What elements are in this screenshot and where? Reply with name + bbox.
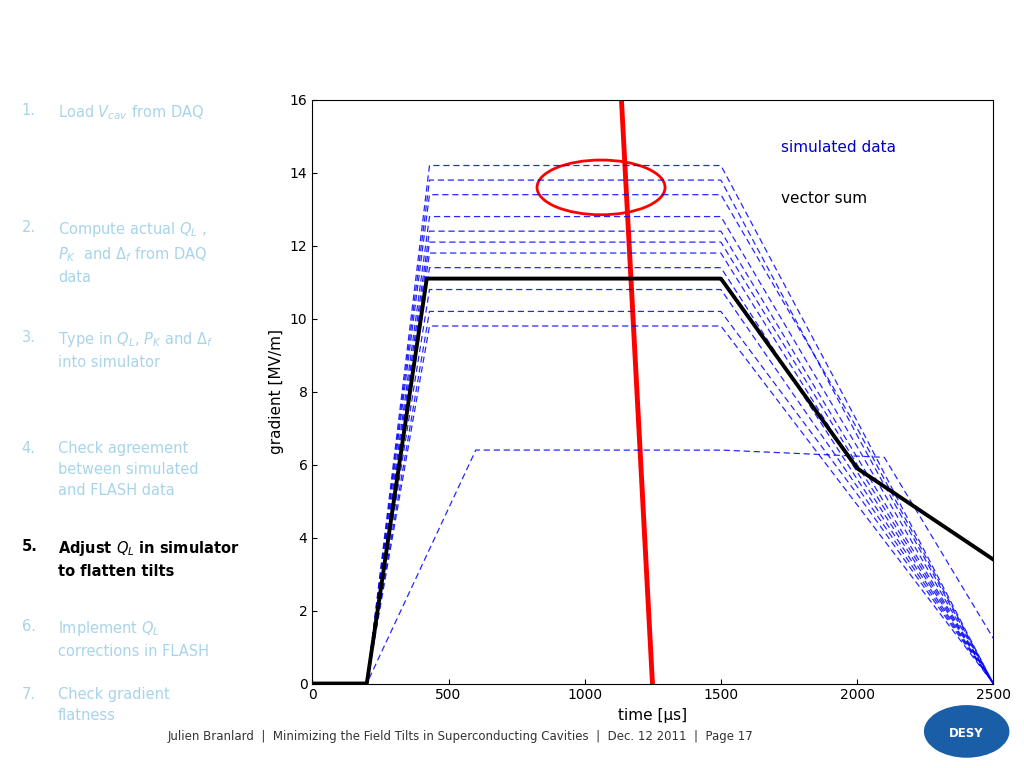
Circle shape [923, 703, 1011, 759]
Text: 2.: 2. [22, 220, 36, 235]
Text: 7.: 7. [22, 687, 36, 702]
Text: Implement $Q_L$
corrections in FLASH: Implement $Q_L$ corrections in FLASH [58, 619, 209, 659]
Text: 4.: 4. [22, 441, 36, 456]
Text: 5.: 5. [22, 539, 38, 554]
Text: vector sum: vector sum [781, 190, 867, 206]
Text: Load $V_{cav}$ from DAQ: Load $V_{cav}$ from DAQ [58, 103, 204, 121]
Text: 6.: 6. [22, 619, 36, 634]
Text: II. Calibration procedure: II. Calibration procedure [18, 30, 438, 59]
Text: Check gradient
flatness: Check gradient flatness [58, 687, 170, 723]
X-axis label: time [µs]: time [µs] [618, 708, 687, 723]
Text: Julien Branlard  |  Minimizing the Field Tilts in Superconducting Cavities  |  D: Julien Branlard | Minimizing the Field T… [168, 730, 754, 743]
Text: Check agreement
between simulated
and FLASH data: Check agreement between simulated and FL… [58, 441, 199, 498]
Text: DESY: DESY [949, 727, 984, 740]
Text: Compute actual $Q_L$ ,
$P_K$  and $\Delta_f$ from DAQ
data: Compute actual $Q_L$ , $P_K$ and $\Delta… [58, 220, 208, 286]
Text: 1.: 1. [22, 103, 36, 118]
Y-axis label: gradient [MV/m]: gradient [MV/m] [269, 329, 284, 454]
Text: Adjust $Q_L$ in simulator
to flatten tilts: Adjust $Q_L$ in simulator to flatten til… [58, 539, 240, 579]
Text: simulated data: simulated data [781, 140, 896, 155]
Text: Type in $Q_L$, $P_K$ and $\Delta_f$
into simulator: Type in $Q_L$, $P_K$ and $\Delta_f$ into… [58, 330, 213, 370]
Text: 3.: 3. [22, 330, 36, 346]
